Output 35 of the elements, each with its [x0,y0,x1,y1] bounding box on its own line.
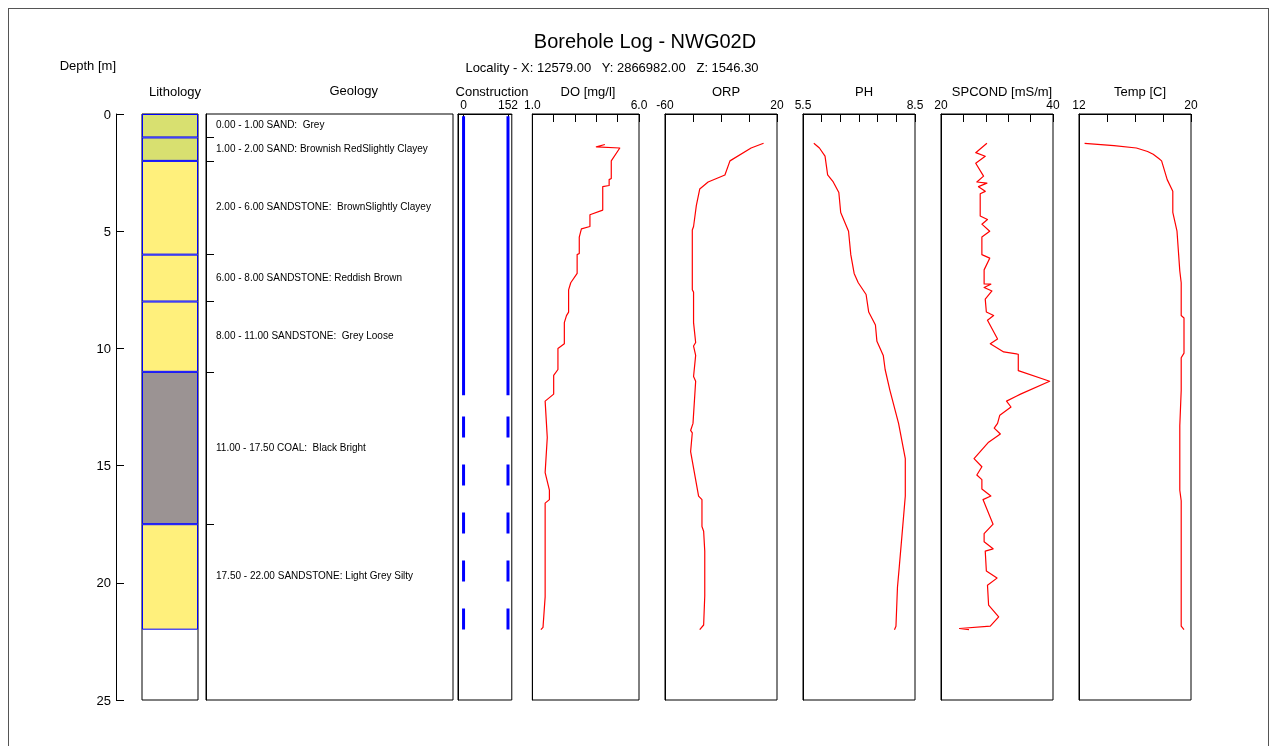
chart-title: ORP [711,84,741,99]
x-tick-label: 8.5 [906,98,924,112]
y-tick-label: 15 [96,458,111,474]
chart-title: Temp [C] [1113,84,1167,99]
text: Locality - X: 12579.00 Y: 2866982.00 Z: 1546.30 [465,60,759,75]
text: 17.50 - 22.00 SANDSTONE: Light Grey Silty [216,570,414,582]
y-tick-label: 25 [96,692,111,708]
x-tick-label: 152 [497,98,519,112]
text: 8.00 - 11.00 SANDSTONE: Grey Loose [216,330,394,342]
text: Borehole Log - NWG02D [533,30,757,52]
x-tick-label: 20 [770,98,784,112]
chart-title: Construction [455,84,529,99]
x-tick-label: 0 [460,98,468,112]
x-tick-label: 5.5 [794,98,812,112]
text: Geology [329,83,379,98]
text: 11.00 - 17.50 COAL: Black Bright [216,441,367,453]
x-tick-label: 1.0 [524,98,541,112]
y-axis-title: Depth [m] [59,58,116,73]
x-tick-label: 20 [1184,98,1198,112]
y-tick-label: 10 [96,340,111,356]
text: 1.00 - 2.00 SAND: Brownish RedSlightly Clayey [216,142,428,154]
chart-title: SPCOND [mS/m] [951,84,1053,99]
text: 0.00 - 1.00 SAND: Grey [216,119,325,131]
chart-title: DO [mg/l] [560,84,616,99]
x-tick-label: 40 [1046,98,1060,112]
text: 6.00 - 8.00 SANDSTONE: Reddish Brown [216,271,403,283]
x-tick-label: 20 [934,98,948,112]
x-tick-label: -60 [656,98,674,112]
y-tick-label: 20 [96,575,111,591]
y-tick-label: 5 [103,223,111,239]
chart-title: PH [854,84,874,99]
text: 2.00 - 6.00 SANDSTONE: BrownSlightly Clayey [216,201,431,213]
chart-title: Lithology [148,84,202,99]
x-tick-label: 6.0 [630,98,648,112]
x-tick-label: 12 [1072,98,1086,112]
